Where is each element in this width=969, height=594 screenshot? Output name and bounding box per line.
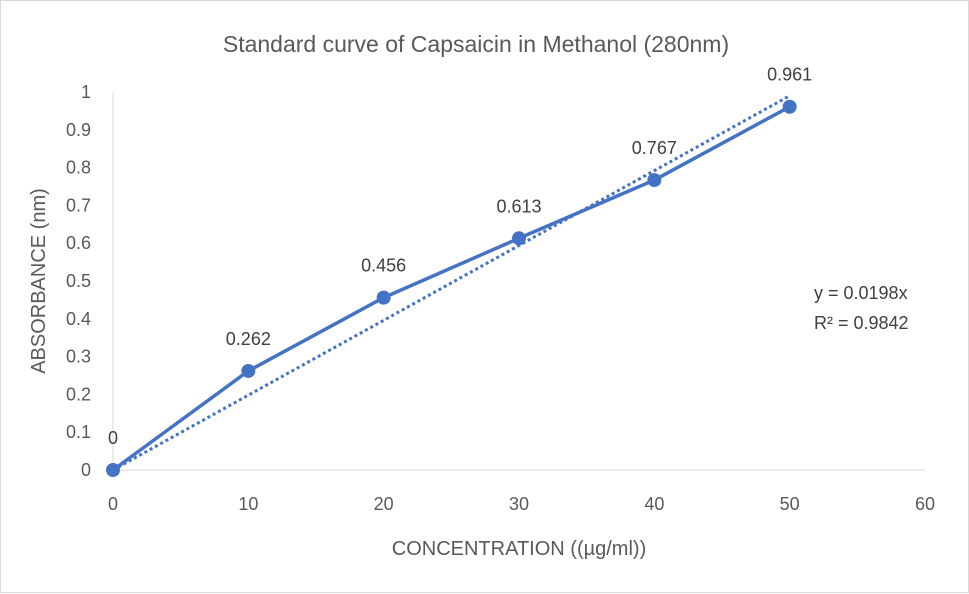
data-point [106, 463, 120, 477]
chart-title: Standard curve of Capsaicin in Methanol … [223, 31, 729, 57]
y-tick-label: 0.1 [66, 422, 91, 442]
x-tick-label: 50 [780, 494, 800, 514]
y-axis-ticks: 0 0.1 0.2 0.3 0.4 0.5 0.6 0.7 0.8 0.9 1 [66, 82, 91, 480]
y-axis-title: ABSORBANCE (nm) [28, 188, 50, 374]
data-points [106, 99, 797, 477]
y-tick-label: 0.5 [66, 271, 91, 291]
x-tick-label: 20 [374, 494, 394, 514]
x-tick-label: 0 [108, 494, 118, 514]
data-point [376, 290, 391, 305]
y-tick-label: 0.9 [66, 120, 91, 140]
trendline-r-squared: R² = 0.9842 [814, 313, 909, 333]
y-tick-label: 1 [81, 82, 91, 102]
x-tick-label: 30 [509, 494, 529, 514]
data-label: 0.767 [632, 138, 677, 158]
y-tick-label: 0.2 [66, 384, 91, 404]
trendline-equation: y = 0.0198x [814, 283, 908, 303]
y-tick-label: 0.4 [66, 309, 91, 329]
data-label: 0.262 [226, 329, 271, 349]
data-label: 0.613 [496, 196, 541, 216]
x-tick-label: 10 [238, 494, 258, 514]
x-axis-title: CONCENTRATION ((µg/ml)) [392, 538, 646, 560]
x-tick-label: 40 [644, 494, 664, 514]
data-labels: 0 0.262 0.456 0.613 0.767 0.961 [108, 65, 812, 448]
x-tick-label: 60 [915, 494, 935, 514]
y-tick-label: 0.8 [66, 158, 91, 178]
x-axis-ticks: 0 10 20 30 40 50 60 [108, 494, 935, 514]
linear-trendline [112, 94, 791, 472]
data-point [512, 231, 526, 246]
data-label: 0 [108, 428, 118, 448]
data-label: 0.456 [361, 256, 406, 276]
data-point [647, 173, 662, 188]
y-tick-label: 0.7 [66, 195, 91, 215]
y-tick-label: 0.6 [66, 233, 91, 253]
y-tick-label: 0 [81, 460, 91, 480]
data-point [241, 363, 256, 378]
data-point [782, 99, 797, 114]
series-line [111, 105, 791, 472]
y-tick-label: 0.3 [66, 347, 91, 367]
data-label: 0.961 [767, 65, 812, 85]
